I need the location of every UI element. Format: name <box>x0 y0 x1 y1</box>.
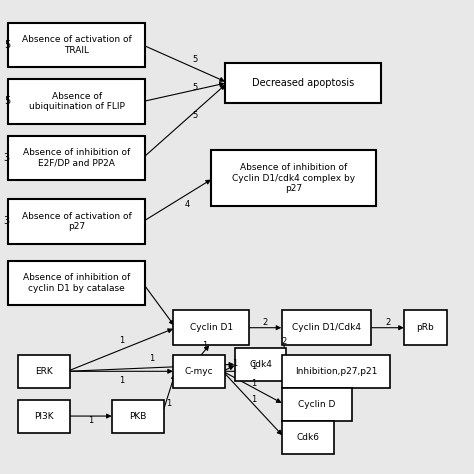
Text: 1: 1 <box>251 379 256 388</box>
Text: Cyclin D: Cyclin D <box>299 400 336 409</box>
FancyBboxPatch shape <box>282 421 334 454</box>
Text: ERK: ERK <box>35 367 53 376</box>
FancyBboxPatch shape <box>18 355 70 388</box>
Text: 5: 5 <box>4 40 10 50</box>
FancyBboxPatch shape <box>173 355 225 388</box>
FancyBboxPatch shape <box>225 63 381 103</box>
FancyBboxPatch shape <box>404 310 447 346</box>
Text: 5: 5 <box>192 83 197 92</box>
Text: 1: 1 <box>251 362 256 371</box>
Text: 1: 1 <box>119 376 124 385</box>
Text: Absence of activation of
p27: Absence of activation of p27 <box>22 212 132 231</box>
Text: 2: 2 <box>385 319 391 328</box>
Text: Absence of inhibition of
E2F/DP and PP2A: Absence of inhibition of E2F/DP and PP2A <box>23 148 130 168</box>
Text: Absence of activation of
TRAIL: Absence of activation of TRAIL <box>22 35 132 55</box>
FancyBboxPatch shape <box>211 150 376 206</box>
FancyBboxPatch shape <box>282 388 353 421</box>
Text: 1: 1 <box>202 341 208 350</box>
FancyBboxPatch shape <box>18 400 70 433</box>
Text: Absence of
ubiquitination of FLIP: Absence of ubiquitination of FLIP <box>29 92 125 111</box>
Text: 5: 5 <box>192 111 197 120</box>
Text: PKB: PKB <box>129 411 147 420</box>
Text: Cyclin D1/Cdk4: Cyclin D1/Cdk4 <box>292 323 361 332</box>
Text: 2: 2 <box>263 319 268 328</box>
Text: 2: 2 <box>282 337 287 346</box>
FancyBboxPatch shape <box>9 79 145 124</box>
Text: 1: 1 <box>251 395 256 404</box>
Text: 3: 3 <box>4 217 10 227</box>
FancyBboxPatch shape <box>9 23 145 67</box>
FancyBboxPatch shape <box>112 400 164 433</box>
Text: C-myc: C-myc <box>185 367 214 376</box>
Text: Absence of inhibition of
cyclin D1 by catalase: Absence of inhibition of cyclin D1 by ca… <box>23 273 130 292</box>
Text: 1: 1 <box>88 416 93 425</box>
FancyBboxPatch shape <box>9 261 145 305</box>
Text: Cdk6: Cdk6 <box>296 433 319 442</box>
Text: 3: 3 <box>4 153 10 163</box>
FancyBboxPatch shape <box>173 310 249 346</box>
Text: 1: 1 <box>166 399 171 408</box>
FancyBboxPatch shape <box>9 199 145 244</box>
FancyBboxPatch shape <box>9 136 145 181</box>
Text: 1: 1 <box>232 358 237 367</box>
Text: 5: 5 <box>192 55 197 64</box>
Text: Inhibition,p27,p21: Inhibition,p27,p21 <box>295 367 377 376</box>
Text: Decreased apoptosis: Decreased apoptosis <box>252 78 354 88</box>
Text: 1: 1 <box>119 336 124 345</box>
FancyBboxPatch shape <box>282 310 371 346</box>
Text: PI3K: PI3K <box>34 411 54 420</box>
Text: 5: 5 <box>4 96 10 106</box>
Text: Absence of inhibition of
Cyclin D1/cdk4 complex by
p27: Absence of inhibition of Cyclin D1/cdk4 … <box>232 163 355 193</box>
Text: Cyclin D1: Cyclin D1 <box>190 323 233 332</box>
Text: pRb: pRb <box>417 323 434 332</box>
Text: 4: 4 <box>185 200 190 209</box>
Text: Cdk4: Cdk4 <box>249 360 272 369</box>
Text: 1: 1 <box>150 354 155 363</box>
FancyBboxPatch shape <box>235 348 286 381</box>
FancyBboxPatch shape <box>282 355 390 388</box>
